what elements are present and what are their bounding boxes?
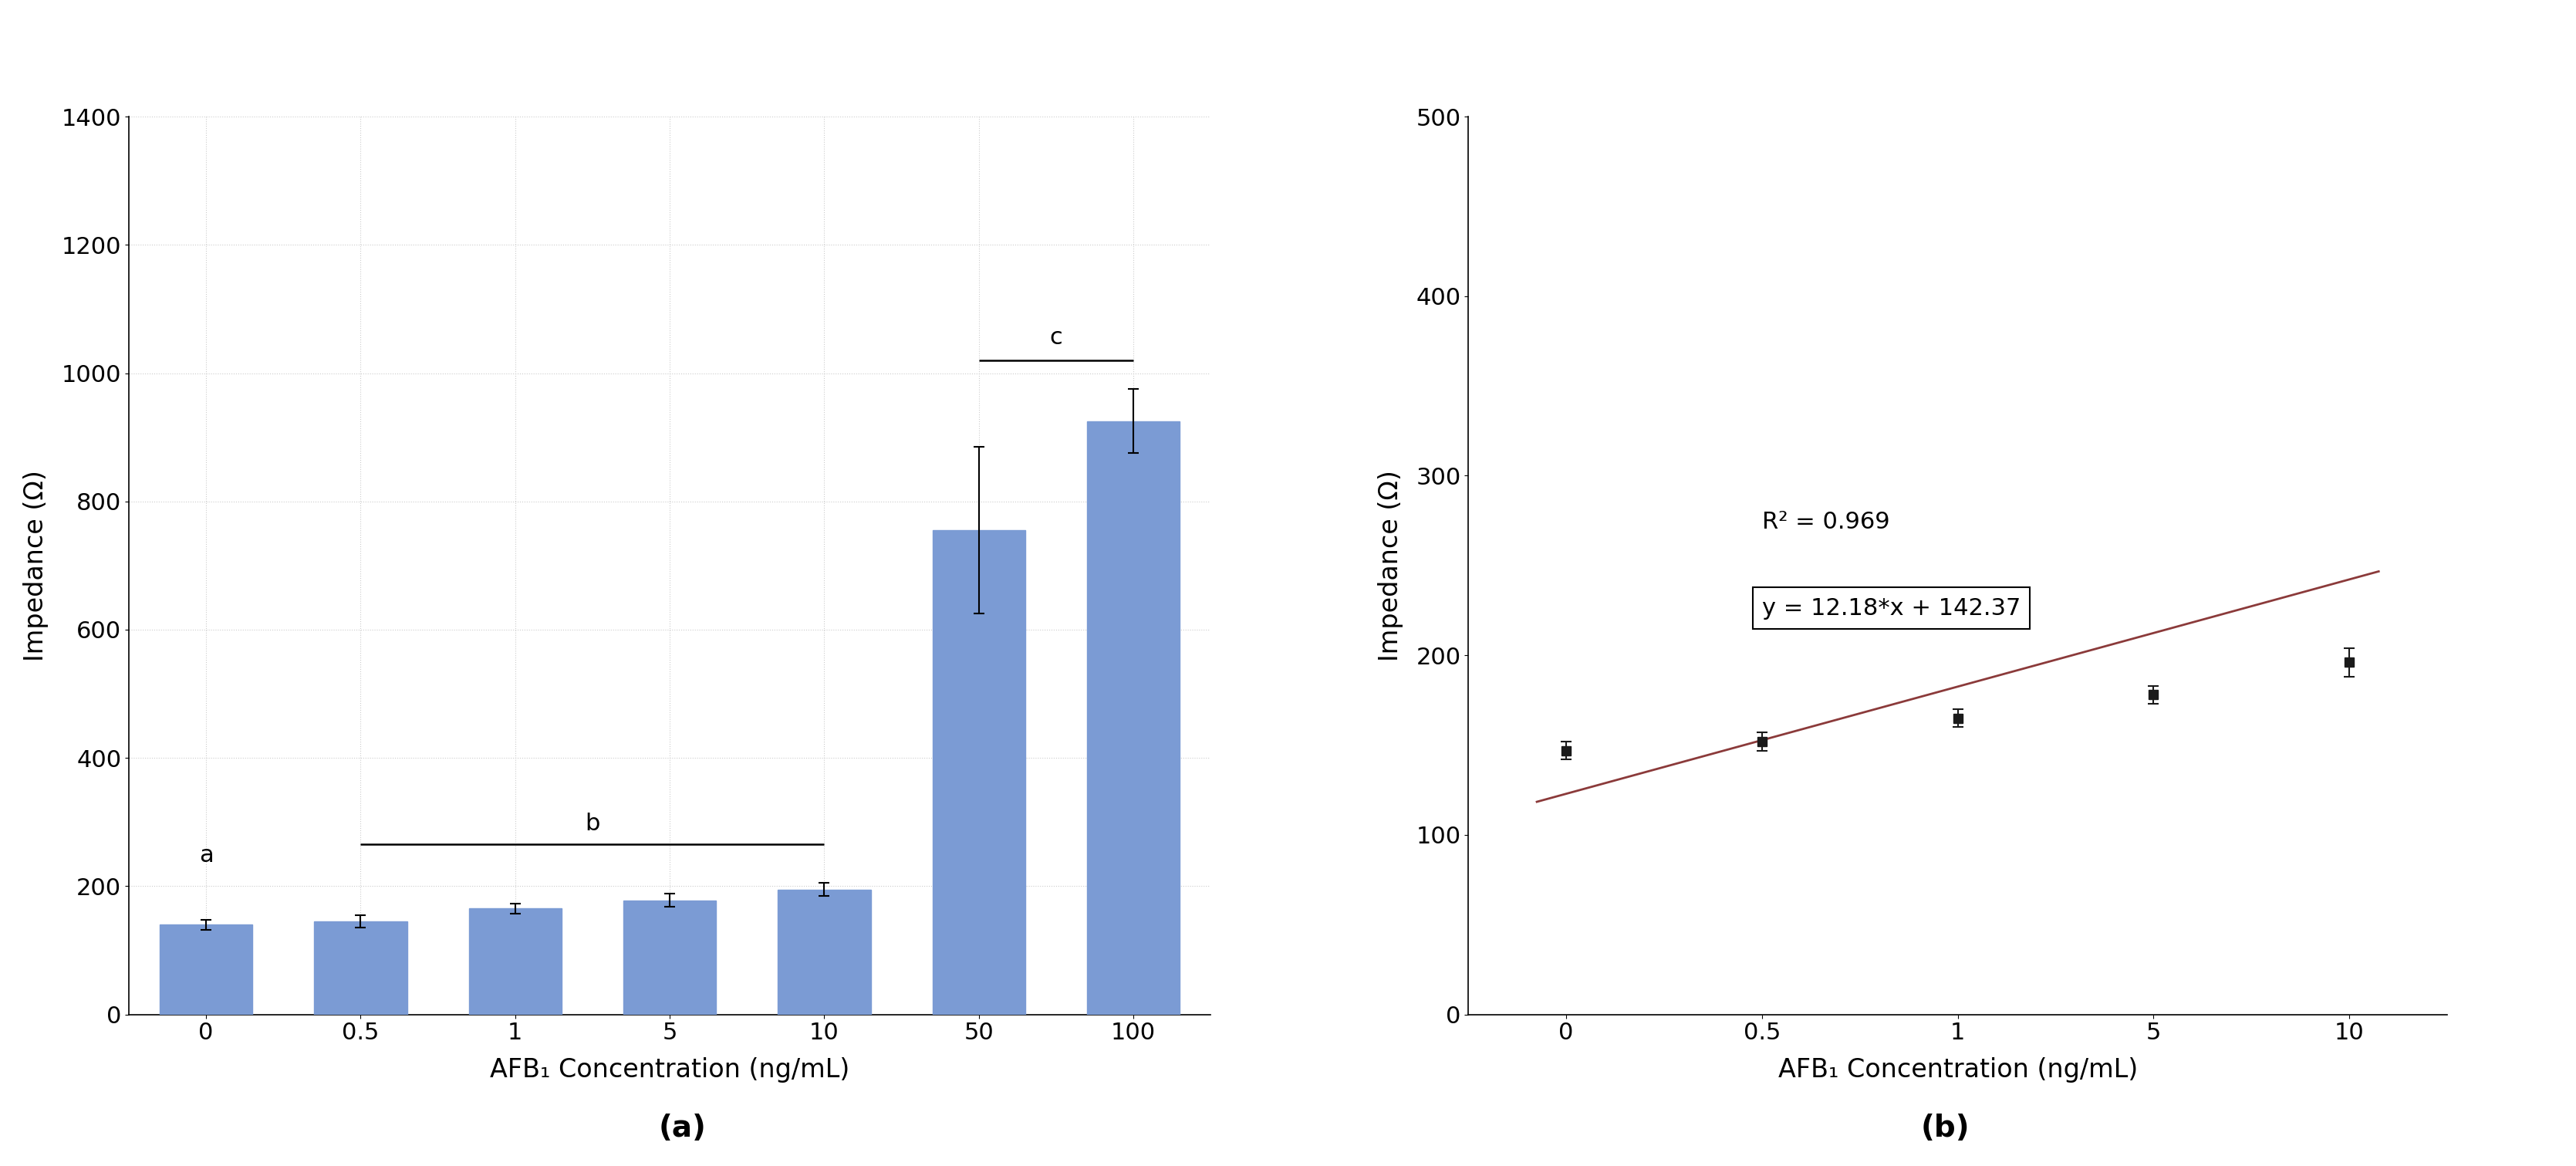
Bar: [778, 890, 871, 1014]
Text: R² = 0.969: R² = 0.969: [1762, 511, 1891, 533]
Y-axis label: Impedance (Ω): Impedance (Ω): [23, 470, 49, 661]
Bar: [933, 531, 1025, 1014]
Bar: [160, 925, 252, 1014]
Text: (a): (a): [659, 1114, 706, 1143]
Text: a: a: [198, 844, 214, 868]
X-axis label: AFB₁ Concentration (ng/mL): AFB₁ Concentration (ng/mL): [489, 1058, 850, 1082]
Bar: [469, 908, 562, 1014]
X-axis label: AFB₁ Concentration (ng/mL): AFB₁ Concentration (ng/mL): [1777, 1058, 2138, 1082]
Text: c: c: [1048, 326, 1064, 349]
Text: y = 12.18*x + 142.37: y = 12.18*x + 142.37: [1762, 597, 2020, 619]
Text: b: b: [585, 813, 600, 835]
Bar: [314, 921, 407, 1014]
Bar: [623, 900, 716, 1014]
Y-axis label: Impedance (Ω): Impedance (Ω): [1378, 470, 1404, 661]
Text: (b): (b): [1919, 1114, 1971, 1143]
Bar: [1087, 421, 1180, 1014]
